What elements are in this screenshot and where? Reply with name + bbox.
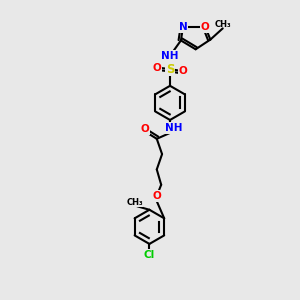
Text: CH₃: CH₃ (214, 20, 231, 29)
Text: O: O (179, 66, 188, 76)
Text: O: O (140, 124, 149, 134)
Text: CH₃: CH₃ (126, 198, 143, 207)
Text: S: S (166, 62, 174, 76)
Text: Cl: Cl (144, 250, 155, 260)
Text: O: O (152, 63, 161, 73)
Text: N: N (178, 22, 188, 32)
Text: NH: NH (161, 51, 179, 61)
Text: O: O (201, 22, 210, 32)
Text: NH: NH (165, 123, 183, 133)
Text: O: O (152, 191, 161, 201)
